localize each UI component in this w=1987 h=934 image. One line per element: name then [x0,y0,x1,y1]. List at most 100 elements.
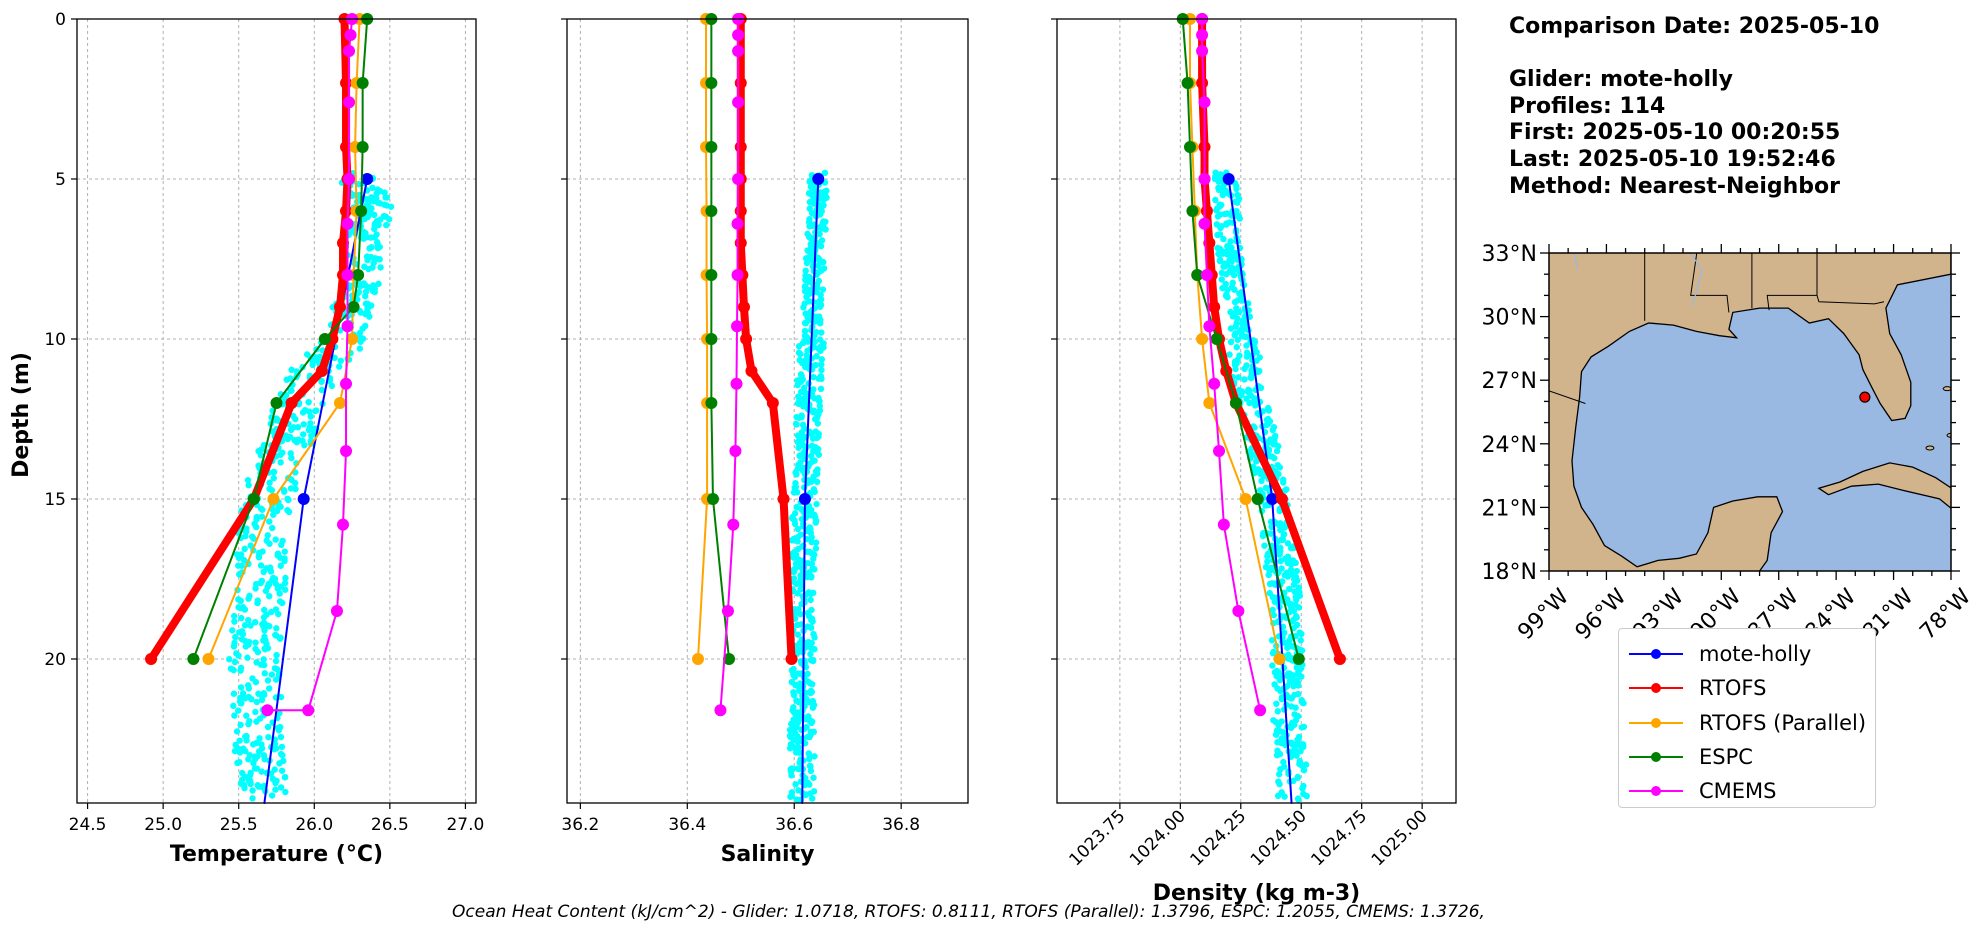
scatter-point [1290,683,1297,690]
scatter-point [795,444,802,451]
data-point [705,141,718,153]
scatter-point [1289,676,1296,684]
series-mote-holly [1222,173,1293,804]
data-point [247,493,260,505]
scatter-point [234,562,242,569]
scatter-point [806,205,813,212]
scatter-point [226,656,233,663]
scatter-point [811,753,818,760]
scatter-point [818,267,825,274]
scatter-point [1232,365,1239,373]
scatter-point [383,194,391,201]
panel-1: 24.5 25.0 25.5 26.0 26.5 27.0 0 5 10 15 20 Temperat… [9,10,484,867]
scatter-point [266,592,273,600]
scatter-point [272,657,280,665]
scatter-point [360,228,367,236]
scatter-point [1251,346,1259,353]
data-point [732,96,745,109]
data-point [731,269,744,281]
scatter-point [256,735,263,742]
scatter-point [1280,729,1287,736]
scatter-point [261,645,268,652]
scatter-point [365,265,372,273]
scatter-point [1278,789,1285,796]
scatter-point [243,712,250,719]
scatter-point [821,169,829,177]
scatter-point [242,643,250,650]
data-point [302,704,315,717]
data-point [1198,96,1211,109]
scatter-point [272,536,279,543]
scatter-point [271,665,279,672]
data-point [341,269,354,281]
scatter-point [303,351,311,358]
scatter-point [1255,466,1262,473]
x-axis-label: Density (kg m-3) [1153,881,1361,906]
scatter-point [1274,461,1281,469]
scatter-point [1285,651,1292,658]
data-point [340,377,353,390]
scatter-point [1233,319,1240,327]
scatter-point [270,474,277,482]
scatter-point [810,630,817,638]
scatter-point [229,627,236,634]
x-tick-label: 1024.00 [1126,806,1190,870]
scatter-point [823,194,830,202]
scatter-point [1297,637,1304,644]
scatter-point [265,733,272,741]
scatter-point [814,284,821,292]
data-point [1222,173,1235,185]
scatter-point [287,485,295,492]
scatter-point [281,555,288,562]
scatter-point [798,696,806,704]
scatter-point [1216,257,1223,265]
scatter-point [1284,644,1291,651]
scatter-point [246,772,254,779]
scatter-point [1276,676,1284,684]
scatter-point [794,631,802,638]
scatter-point [794,381,801,389]
scatter-point [271,766,278,773]
scatter-point [1227,325,1235,332]
scatter-point [1266,589,1273,597]
scatter-point [1227,238,1234,245]
scatter-point [1243,342,1250,349]
scatter-point [387,203,395,210]
scatter-point [257,661,265,668]
scatter-point [817,347,824,355]
scatter-point [357,283,364,290]
scatter-point [810,701,818,709]
scatter-point [796,578,804,585]
scatter-point [316,353,323,360]
scatter-point [264,583,271,591]
data-point [1254,704,1267,717]
scatter-point [253,718,260,725]
scatter-point [794,465,801,472]
scatter-point [294,424,302,431]
scatter-point [288,454,295,462]
scatter-point [1294,774,1301,782]
data-point [714,704,727,717]
data-point [1266,493,1279,505]
data-point [361,173,374,185]
scatter-point [812,519,819,526]
scatter-point [1286,557,1294,564]
data-point [343,173,356,185]
scatter-point [788,537,796,544]
scatter-point [249,795,256,802]
data-point [705,205,718,217]
scatter-point [381,189,388,196]
scatter-point [253,513,260,521]
scatter-point [238,614,245,622]
x-tick-label: 26.5 [371,815,409,835]
data-point [1196,77,1209,89]
data-point [261,704,274,717]
scatter-point [795,748,802,755]
scatter-point [1281,629,1288,636]
scatter-point [250,741,257,748]
scatter-point [309,426,316,433]
scatter-point [790,554,797,561]
data-point [731,320,744,333]
scatter-point [806,290,813,297]
scatter-point [810,566,818,573]
